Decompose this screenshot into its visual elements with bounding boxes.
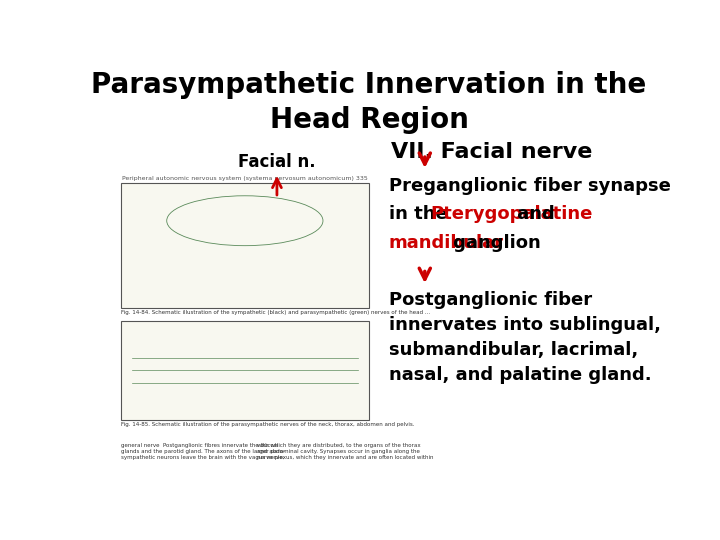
Text: general nerve  Postganglionic fibres innervate the buccal
glands and the parotid: general nerve Postganglionic fibres inne… — [121, 443, 285, 460]
Text: Facial n.: Facial n. — [238, 153, 316, 171]
Text: Peripheral autonomic nervous system (systema nervosum autonomicum) 335: Peripheral autonomic nervous system (sys… — [122, 176, 368, 181]
Text: in the: in the — [389, 205, 454, 224]
Bar — [121, 321, 369, 420]
Text: mandibular: mandibular — [389, 234, 503, 252]
Text: VII. Facial nerve: VII. Facial nerve — [392, 141, 593, 161]
Text: Pterygopalatine: Pterygopalatine — [431, 205, 593, 224]
Text: ganglion: ganglion — [447, 234, 541, 252]
Text: Postganglionic fiber
innervates into sublingual,
submandibular, lacrimal,
nasal,: Postganglionic fiber innervates into sub… — [389, 292, 660, 384]
Text: and: and — [511, 205, 555, 224]
Text: Preganglionic fiber synapse: Preganglionic fiber synapse — [389, 177, 670, 195]
Text: Fig. 14-85. Schematic illustration of the parasympathetic nerves of the neck, th: Fig. 14-85. Schematic illustration of th… — [121, 422, 414, 427]
Text: with which they are distributed, to the organs of the thorax
and abdominal cavit: with which they are distributed, to the … — [258, 443, 434, 460]
Text: Fig. 14-84. Schematic illustration of the sympathetic (black) and parasympatheti: Fig. 14-84. Schematic illustration of th… — [121, 310, 430, 315]
Text: Parasympathetic Innervation in the
Head Region: Parasympathetic Innervation in the Head … — [91, 71, 647, 133]
Bar — [121, 183, 369, 308]
